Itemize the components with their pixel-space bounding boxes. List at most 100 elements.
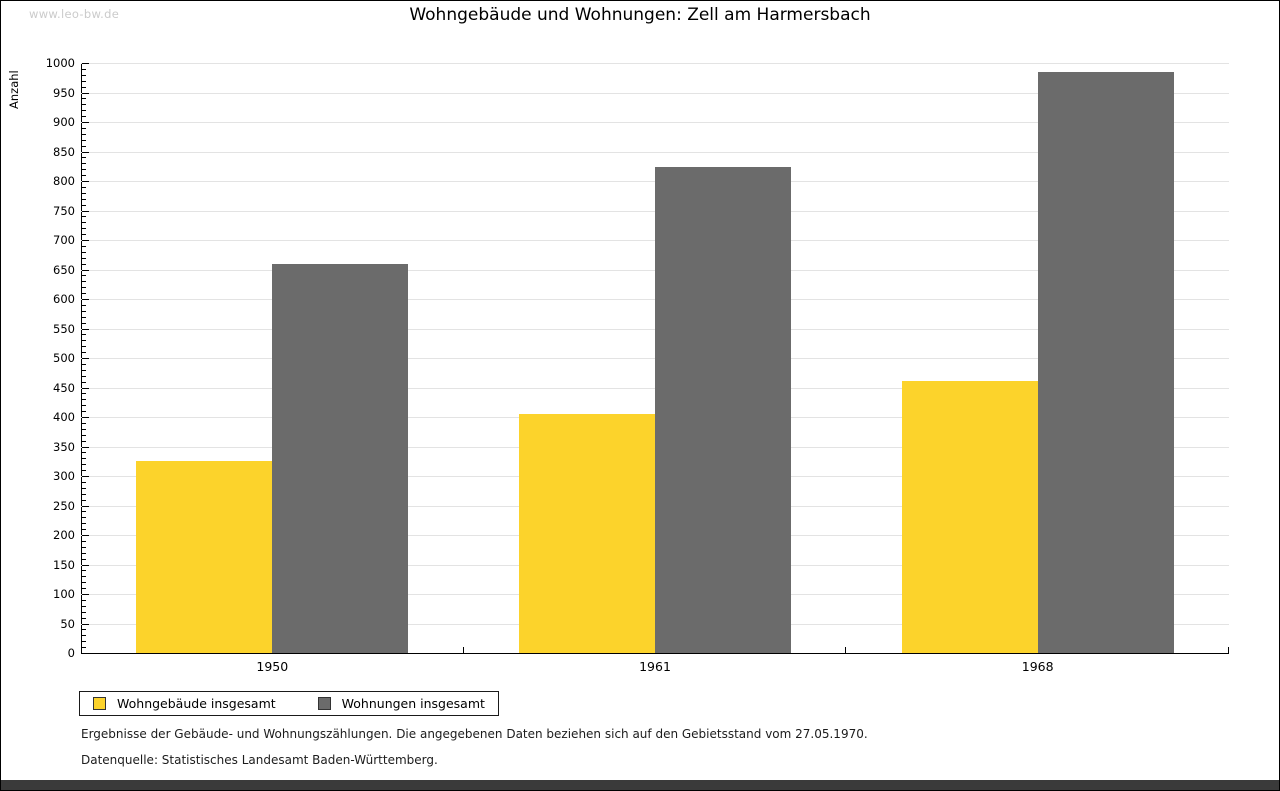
y-tick-label-650: 650 bbox=[53, 262, 75, 277]
y-minor-tick bbox=[82, 245, 86, 247]
y-minor-tick bbox=[82, 133, 86, 135]
y-minor-tick bbox=[82, 405, 86, 407]
y-major-tick-300 bbox=[82, 476, 89, 477]
y-minor-tick bbox=[82, 322, 86, 324]
bar-wohngebaeude-1950 bbox=[136, 461, 273, 653]
y-minor-tick bbox=[82, 204, 86, 206]
y-minor-tick bbox=[82, 517, 86, 519]
y-minor-tick bbox=[82, 381, 86, 383]
y-major-tick-800 bbox=[82, 181, 89, 182]
y-minor-tick bbox=[82, 163, 86, 165]
y-minor-tick bbox=[82, 169, 86, 171]
y-minor-tick bbox=[82, 493, 86, 495]
y-minor-tick bbox=[82, 127, 86, 129]
y-tick-label-500: 500 bbox=[53, 351, 75, 365]
y-tick-label-100: 100 bbox=[53, 587, 75, 601]
y-tick-label-150: 150 bbox=[53, 557, 75, 572]
y-minor-tick bbox=[82, 558, 86, 560]
y-minor-tick bbox=[82, 157, 86, 159]
y-major-tick-900 bbox=[82, 122, 89, 123]
legend: Wohngebäude insgesamt Wohnungen insgesam… bbox=[79, 691, 499, 716]
y-tick-label-850: 850 bbox=[53, 144, 75, 159]
y-minor-tick bbox=[82, 635, 86, 637]
footnote-source-note: Ergebnisse der Gebäude- und Wohnungszähl… bbox=[81, 727, 868, 741]
y-minor-tick bbox=[82, 617, 86, 619]
y-minor-tick bbox=[82, 363, 86, 365]
y-minor-tick bbox=[82, 452, 86, 454]
legend-swatch-wohngebaeude bbox=[93, 697, 106, 710]
legend-label-wohngebaeude: Wohngebäude insgesamt bbox=[117, 696, 276, 711]
y-minor-tick bbox=[82, 540, 86, 542]
y-tick-label-450: 450 bbox=[53, 380, 75, 395]
y-major-tick-600 bbox=[82, 299, 89, 300]
y-minor-tick bbox=[82, 98, 86, 100]
y-tick-label-550: 550 bbox=[53, 321, 75, 336]
y-major-tick-350 bbox=[82, 446, 89, 448]
y-minor-tick bbox=[82, 216, 86, 218]
y-minor-tick bbox=[82, 222, 86, 224]
y-minor-tick bbox=[82, 399, 86, 401]
bar-wohnungen-1950 bbox=[272, 263, 409, 653]
gridline-1000 bbox=[81, 63, 1229, 64]
x-boundary-tick bbox=[462, 647, 464, 653]
y-minor-tick bbox=[82, 611, 86, 613]
y-minor-tick bbox=[82, 434, 86, 436]
y-tick-label-250: 250 bbox=[53, 498, 75, 513]
y-minor-tick bbox=[82, 228, 86, 230]
x-category-label-1950: 1950 bbox=[256, 659, 289, 674]
y-minor-tick bbox=[82, 68, 86, 70]
y-major-tick-500 bbox=[82, 358, 89, 359]
y-tick-label-50: 50 bbox=[60, 616, 75, 631]
y-minor-tick bbox=[82, 340, 86, 342]
y-minor-tick bbox=[82, 499, 86, 501]
y-minor-tick bbox=[82, 310, 86, 312]
x-axis-line bbox=[81, 653, 1229, 654]
y-major-tick-0 bbox=[82, 653, 89, 654]
y-minor-tick bbox=[82, 470, 86, 472]
y-minor-tick bbox=[82, 316, 86, 318]
y-tick-label-200: 200 bbox=[53, 528, 75, 542]
y-minor-tick bbox=[82, 422, 86, 424]
y-minor-tick bbox=[82, 257, 86, 259]
y-major-tick-850 bbox=[82, 151, 89, 153]
x-boundary-tick bbox=[845, 647, 847, 653]
y-minor-tick bbox=[82, 411, 86, 413]
y-minor-tick bbox=[82, 334, 86, 336]
y-major-tick-650 bbox=[82, 269, 89, 271]
y-minor-tick bbox=[82, 393, 86, 395]
y-minor-tick bbox=[82, 605, 86, 607]
y-tick-label-800: 800 bbox=[53, 174, 75, 188]
y-minor-tick bbox=[82, 352, 86, 354]
bar-wohnungen-1961 bbox=[655, 166, 791, 653]
y-minor-tick bbox=[82, 304, 86, 306]
y-minor-tick bbox=[82, 546, 86, 548]
y-major-tick-150 bbox=[82, 564, 89, 566]
y-tick-label-300: 300 bbox=[53, 469, 75, 483]
y-minor-tick bbox=[82, 487, 86, 489]
y-major-tick-400 bbox=[82, 417, 89, 418]
y-minor-tick bbox=[82, 234, 86, 236]
y-minor-tick bbox=[82, 464, 86, 466]
y-minor-tick bbox=[82, 529, 86, 531]
y-minor-tick bbox=[82, 186, 86, 188]
y-minor-tick bbox=[82, 582, 86, 584]
bar-wohnungen-1968 bbox=[1037, 71, 1174, 653]
y-tick-label-350: 350 bbox=[53, 439, 75, 454]
y-major-tick-250 bbox=[82, 505, 89, 507]
y-tick-label-1000: 1000 bbox=[45, 56, 75, 70]
y-axis-title: Anzahl bbox=[7, 70, 21, 109]
y-minor-tick bbox=[82, 293, 86, 295]
y-minor-tick bbox=[82, 281, 86, 283]
y-minor-tick bbox=[82, 110, 86, 112]
chart-title: Wohngebäude und Wohnungen: Zell am Harme… bbox=[409, 5, 871, 25]
legend-entry-wohngebaeude: Wohngebäude insgesamt bbox=[93, 696, 276, 711]
y-minor-tick bbox=[82, 346, 86, 348]
y-minor-tick bbox=[82, 523, 86, 525]
y-major-tick-700 bbox=[82, 240, 89, 241]
x-category-label-1968: 1968 bbox=[1021, 659, 1054, 674]
y-minor-tick bbox=[82, 641, 86, 643]
gridline-900 bbox=[81, 122, 1229, 123]
y-minor-tick bbox=[82, 86, 86, 88]
y-tick-label-600: 600 bbox=[53, 292, 75, 306]
